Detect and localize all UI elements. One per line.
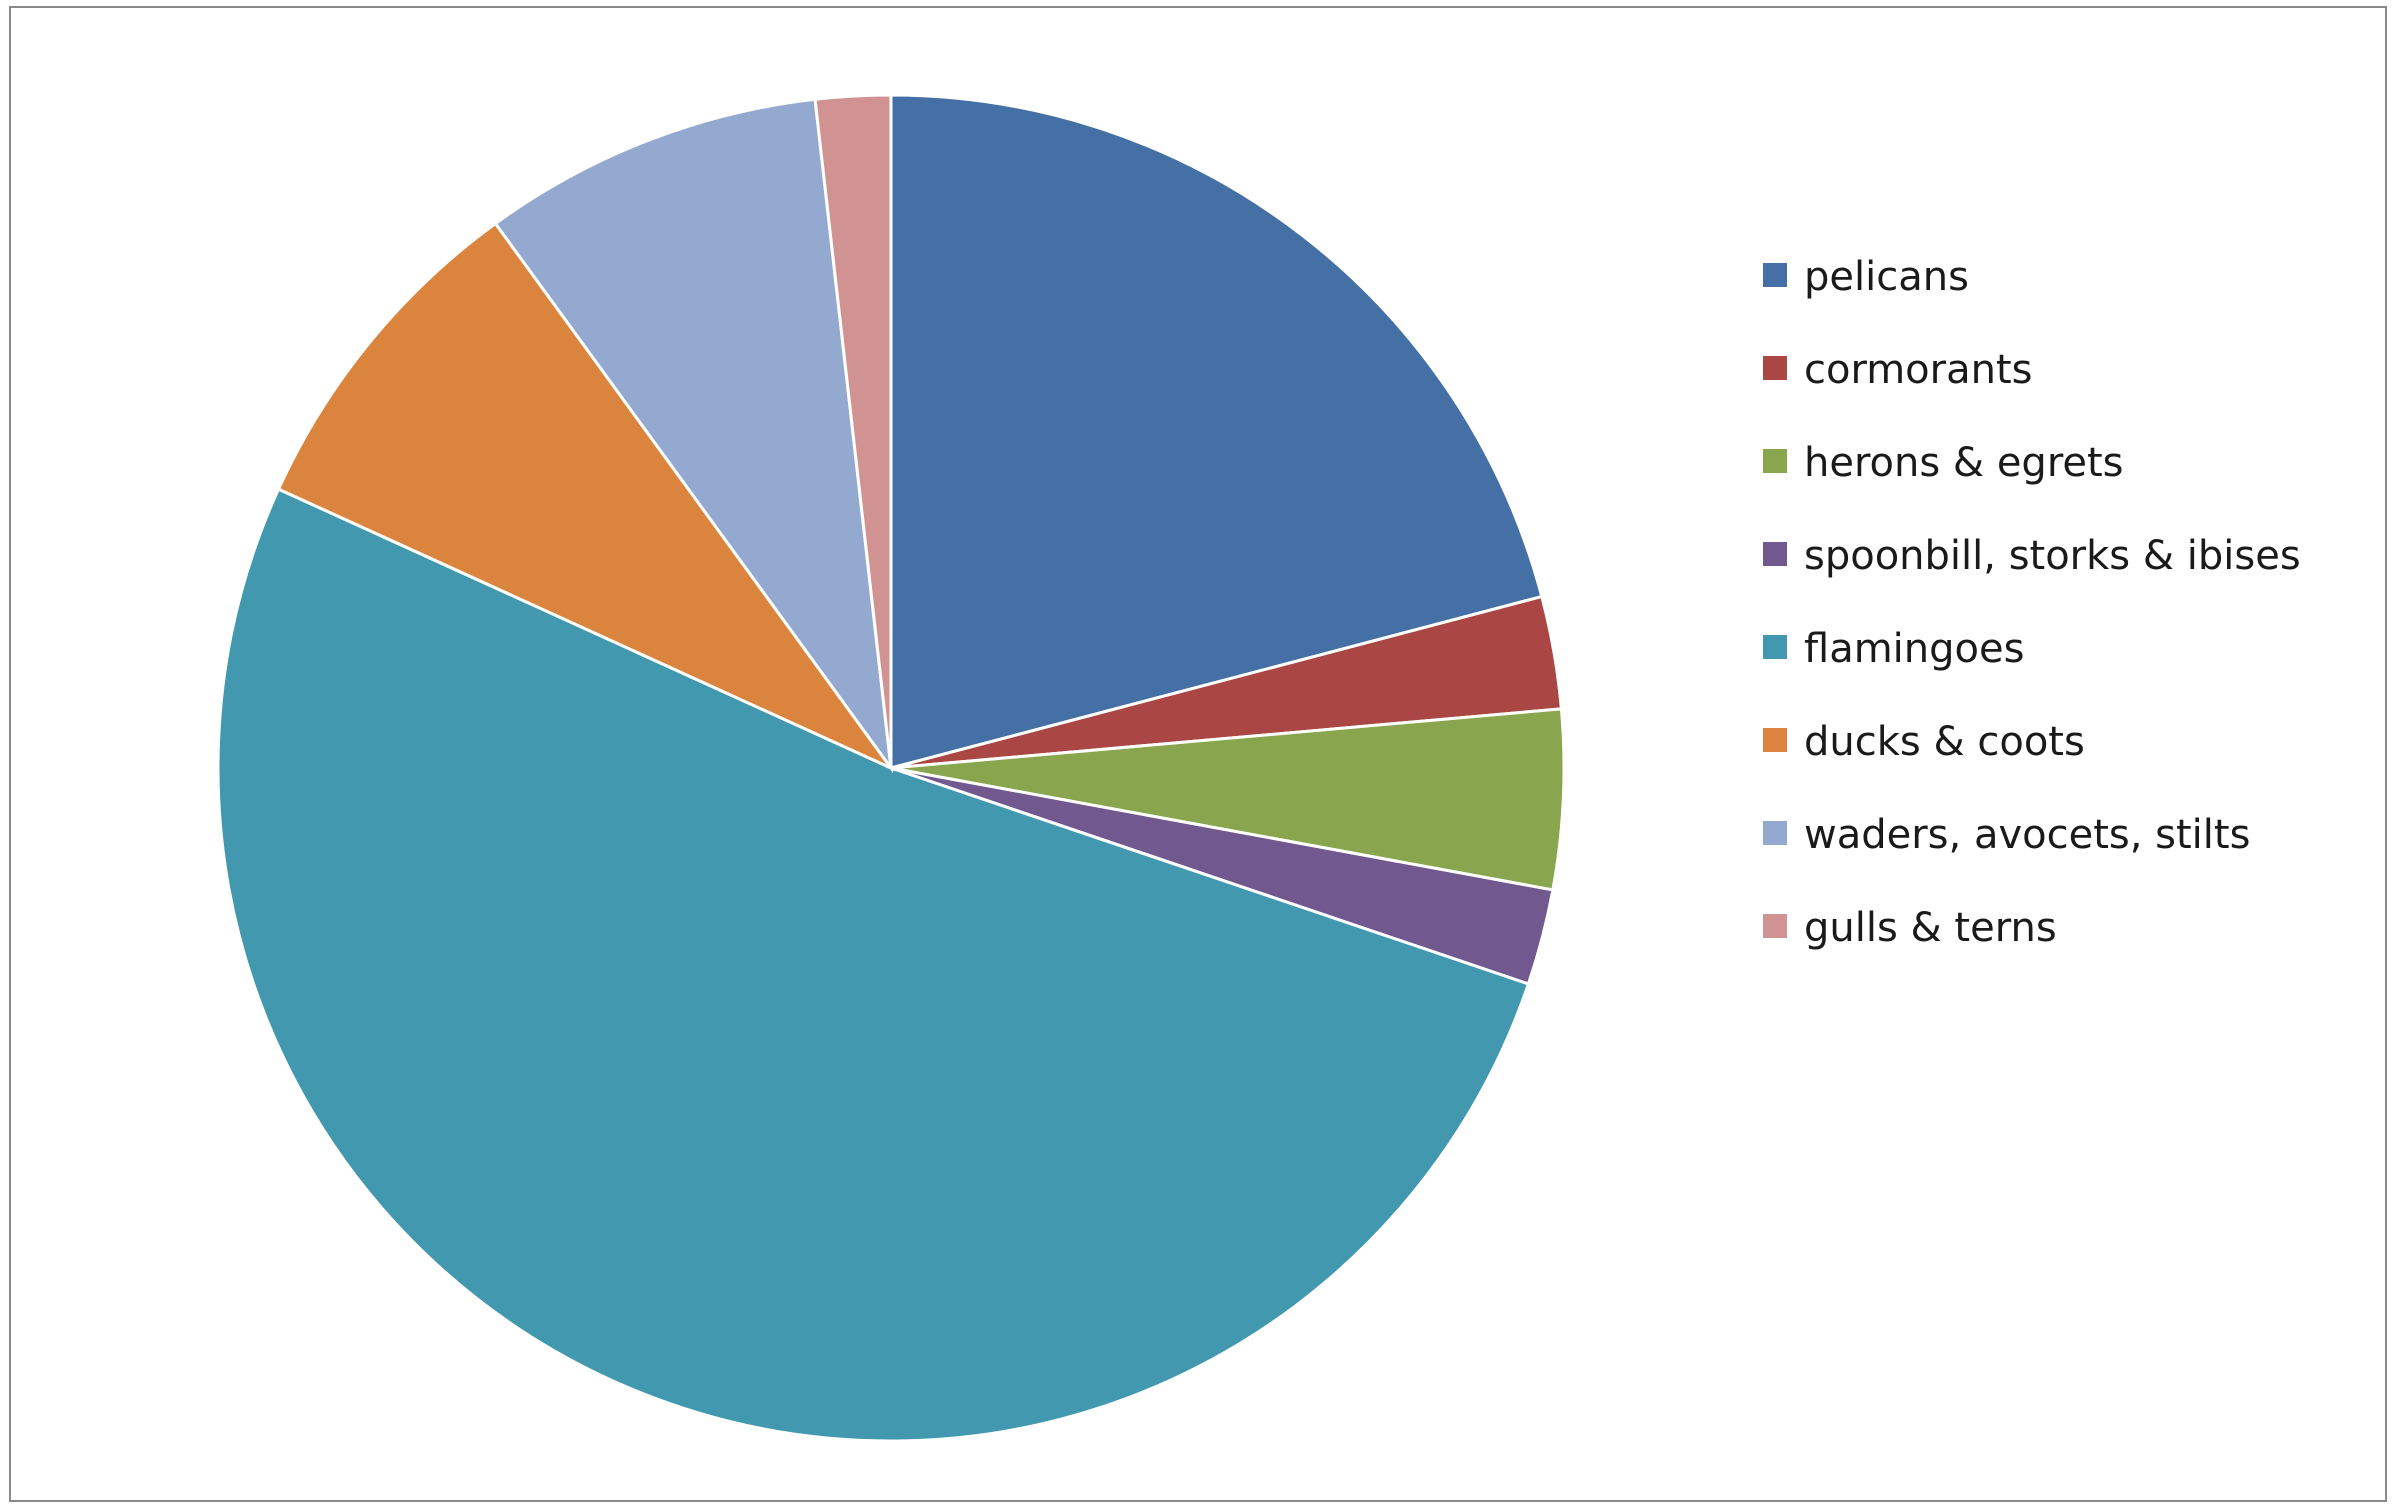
legend-swatch-2	[1761, 447, 1789, 475]
legend-label-3: spoonbill, storks & ibises	[1804, 533, 2301, 579]
legend-swatch-0	[1761, 261, 1789, 289]
legend-swatch-6	[1761, 819, 1789, 847]
legend-label-4: flamingoes	[1804, 626, 2024, 672]
legend-label-1: cormorants	[1804, 347, 2032, 393]
pie-slice-2	[890, 707, 1566, 892]
legend-swatch-7	[1761, 912, 1789, 940]
legend-swatch-4	[1761, 633, 1789, 661]
legend-label-6: waders, avocets, stilts	[1804, 812, 2250, 858]
legend-swatch-5	[1761, 726, 1789, 754]
legend-label-5: ducks & coots	[1804, 719, 2085, 765]
legend-label-2: herons & egrets	[1804, 440, 2124, 486]
pie-slice-6	[493, 97, 894, 774]
pie-slice-5	[276, 221, 896, 772]
chart-frame	[9, 6, 2387, 1502]
pie-slice-7	[813, 93, 893, 769]
pie-slice-0	[889, 93, 1544, 770]
legend-swatch-3	[1761, 540, 1789, 568]
pie-slice-4	[216, 487, 1531, 1443]
legend: pelicans cormorants herons & egrets spoonbi…	[1761, 254, 2301, 951]
pie-slices	[216, 93, 1566, 1443]
legend-label-7: gulls & terns	[1804, 905, 2057, 951]
legend-label-0: pelicans	[1804, 254, 1969, 300]
legend-swatch-1	[1761, 354, 1789, 382]
